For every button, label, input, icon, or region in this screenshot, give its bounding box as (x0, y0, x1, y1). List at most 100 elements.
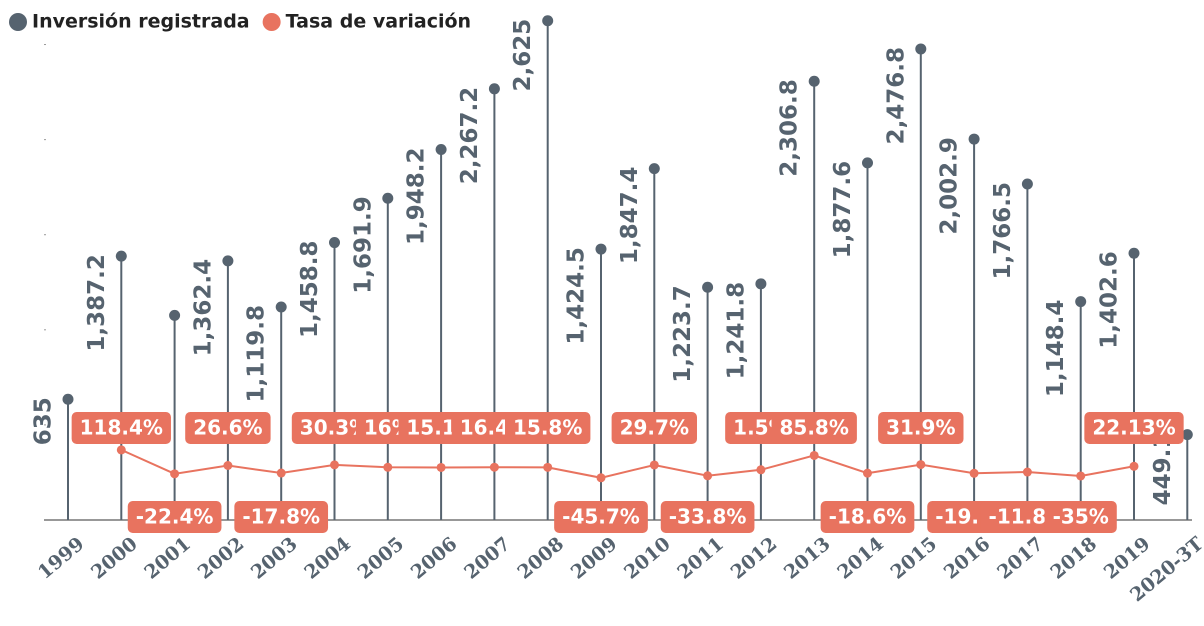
x-tick-label: 2007 (460, 533, 515, 584)
value-label: 2,002.9 (937, 137, 963, 235)
rate-label-text: -18.6% (829, 505, 907, 529)
dot (968, 133, 980, 145)
dot (862, 157, 873, 169)
rate-label-text: 15.8% (513, 416, 582, 440)
x-tick-label: 2013 (780, 533, 835, 584)
value-label: 1,387.2 (84, 254, 110, 352)
x-tick-label: 1999 (34, 533, 89, 584)
rate-dot (596, 473, 606, 483)
value-label: 2,476.8 (883, 47, 909, 145)
x-tick-label: 2001 (140, 533, 195, 584)
value-label: 449.1 (1150, 433, 1176, 506)
rate-dot (330, 460, 339, 470)
value-label: 1,948.2 (404, 147, 430, 245)
dot (1181, 429, 1193, 441)
rate-label-text: 29.7% (620, 416, 689, 440)
dot (115, 250, 127, 262)
rate-label: 31.9% (878, 412, 964, 444)
x-tick-label: 2010 (620, 533, 675, 584)
rate-label: -33.8% (660, 501, 755, 533)
x-tick-label: 2016 (940, 533, 995, 584)
rate-label-box (71, 412, 171, 444)
x-tick-label: 2018 (1046, 533, 1101, 584)
dot (1128, 247, 1140, 259)
rate-label-text: -45.7% (562, 505, 640, 529)
dot (542, 15, 554, 27)
dot (702, 281, 714, 293)
rate-dot (809, 450, 819, 460)
rate-dot (170, 469, 180, 479)
x-tick-label: 2009 (567, 533, 622, 584)
rate-label-box (234, 501, 329, 533)
x-tick-label: 2011 (673, 533, 728, 584)
x-tick-label: 2006 (407, 533, 462, 584)
value-label: 1,424.5 (564, 247, 590, 345)
rate-dot (969, 468, 979, 478)
rate-label-text: -35% (1053, 505, 1109, 529)
value-label: 1,223.7 (670, 285, 696, 383)
legend-label: Tasa de variación (286, 11, 471, 33)
rate-dot (383, 462, 393, 472)
dot (808, 75, 820, 87)
value-label: 1,362.4 (190, 259, 216, 357)
legend-label: Inversión registrada (32, 11, 250, 33)
x-tick-label: 2004 (300, 533, 355, 584)
rate-dot (436, 462, 446, 472)
legend-swatch (262, 13, 281, 31)
rate-dot (116, 445, 126, 455)
dot (915, 43, 927, 55)
rate-dot (1129, 461, 1139, 471)
rate-label: 15.8% (505, 412, 591, 444)
dot (1075, 296, 1087, 308)
value-label: 1,847.4 (617, 167, 643, 265)
rate-dot (703, 471, 713, 481)
dot (169, 309, 181, 321)
rate-dot (489, 462, 499, 472)
rate-label: 118.4% (71, 412, 171, 444)
rate-dot (756, 465, 766, 475)
rate-label-box (291, 412, 378, 444)
dot (222, 255, 234, 267)
rate-dot (863, 468, 872, 478)
rate-label-box (771, 412, 857, 444)
rate-label-text: 26.6% (193, 416, 262, 440)
rate-label: 26.6% (185, 412, 271, 444)
dot (648, 163, 660, 175)
x-tick-label: 2015 (887, 533, 942, 584)
dot (329, 237, 340, 249)
value-label: 1,241.8 (723, 282, 749, 380)
x-tick-label: 2014 (833, 533, 888, 584)
rate-label-text: 118.4% (80, 416, 163, 440)
rate-label-text: 85.8% (780, 416, 849, 440)
rate-label-text: 22.13% (1092, 416, 1175, 440)
rate-dot (649, 460, 659, 470)
value-label: 635 (31, 397, 57, 445)
rate-label-box (611, 412, 697, 444)
rate-label-box (127, 501, 222, 533)
value-label: 2,267.2 (457, 87, 483, 185)
rate-label-box (1044, 501, 1117, 533)
dot (488, 83, 500, 95)
rate-dot (916, 460, 926, 470)
rate-label-text: -22.4% (136, 505, 214, 529)
value-label: 1,148.4 (1043, 300, 1069, 398)
x-tick-label: 2008 (513, 533, 568, 584)
rate-line (120, 448, 1135, 479)
value-label: 1,402.6 (1097, 251, 1123, 349)
rate-label-box (878, 412, 964, 444)
value-label: 1,877.6 (830, 161, 856, 259)
rate-dot (1076, 471, 1086, 481)
dot (595, 243, 607, 255)
x-tick-label: 2017 (993, 533, 1048, 584)
rate-dot (223, 461, 233, 471)
dot (275, 301, 287, 313)
x-tick-label: 2002 (194, 533, 249, 584)
rate-label: 85.8% (771, 412, 857, 444)
rate-label: 29.7% (611, 412, 697, 444)
value-label: 2,625 (510, 19, 536, 92)
rate-dot (543, 462, 553, 472)
rate-label-box (554, 501, 648, 533)
dot (435, 143, 447, 155)
rate-label: -22.4% (127, 501, 222, 533)
